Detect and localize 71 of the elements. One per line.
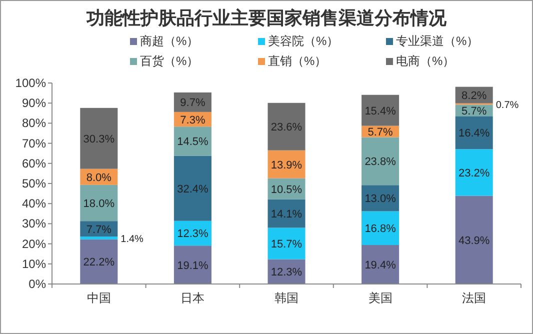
y-tick-label: 10% — [22, 256, 46, 271]
text: 23.2% — [458, 167, 490, 180]
y-tick-label: 20% — [22, 236, 46, 251]
bar — [268, 199, 306, 228]
text: 15.7% — [270, 238, 302, 250]
bar — [80, 236, 118, 240]
legend-label: 电商（%） — [396, 54, 455, 68]
y-tick-label: 40% — [22, 196, 46, 211]
text: 9.7% — [180, 97, 206, 110]
bar — [362, 137, 400, 186]
y-tick-label: 50% — [22, 176, 46, 190]
bar — [455, 116, 493, 150]
text: 30.3% — [83, 133, 114, 146]
text: 1.4% — [120, 234, 144, 245]
text: 8.0% — [86, 172, 112, 184]
bar — [80, 184, 118, 222]
legend-label: 美容院（%） — [268, 34, 339, 48]
bar — [80, 239, 118, 284]
text: 12.3% — [177, 228, 208, 240]
bar — [455, 149, 493, 196]
x-tick-label: 法国 — [462, 291, 486, 305]
x-tick-label: 日本 — [180, 291, 205, 305]
legend-label: 直销（%） — [268, 54, 327, 68]
text: 0.7% — [496, 100, 519, 112]
legend-label: 专业渠道（%） — [396, 34, 479, 48]
legend-label: 商超（%） — [140, 34, 199, 48]
y-tick-label: 90% — [22, 96, 46, 110]
text: 14.1% — [270, 208, 302, 221]
bar — [174, 126, 212, 156]
bar — [268, 102, 306, 150]
y-tick-label: 30% — [22, 216, 46, 231]
text: 16.8% — [364, 223, 396, 236]
bar — [362, 211, 400, 246]
text: 13.9% — [270, 159, 302, 172]
text: 18.0% — [83, 198, 114, 210]
chart-title: 功能性护肤品行业主要国家销售渠道分布情况 — [86, 8, 448, 29]
y-tick-label: 70% — [22, 136, 46, 150]
legend-label: 百货（%） — [140, 54, 199, 68]
text: 10.5% — [270, 184, 302, 196]
text: 13.0% — [364, 193, 396, 206]
text: 15.4% — [364, 105, 396, 118]
text: 23.6% — [270, 122, 302, 134]
bar — [174, 246, 212, 284]
x-tick-label: 韩国 — [274, 291, 298, 305]
text: 8.2% — [462, 90, 487, 102]
bar — [174, 156, 212, 221]
bar — [80, 108, 118, 169]
bar — [268, 228, 306, 260]
text: 12.3% — [270, 266, 302, 279]
text: 16.4% — [458, 128, 490, 140]
text: 32.4% — [177, 183, 208, 196]
x-tick-label: 中国 — [86, 291, 111, 305]
text: 5.7% — [368, 126, 393, 139]
bar — [268, 150, 306, 178]
bar — [362, 94, 400, 126]
y-tick-label: 60% — [22, 156, 46, 170]
y-tick-label: 100% — [15, 76, 46, 90]
y-tick-label: 80% — [22, 116, 46, 130]
bar — [362, 245, 400, 284]
text: 19.4% — [364, 260, 396, 272]
y-tick-label: 0% — [28, 277, 46, 291]
text: 7.7% — [86, 224, 112, 236]
text: 7.3% — [180, 114, 206, 126]
text: 43.9% — [458, 234, 490, 247]
text: 19.1% — [177, 260, 208, 272]
text: 5.7% — [462, 105, 487, 118]
text: 14.5% — [177, 136, 208, 148]
text: 23.8% — [364, 156, 396, 168]
text: 22.2% — [83, 256, 114, 269]
bar — [455, 196, 493, 284]
x-tick-label: 美国 — [368, 291, 392, 305]
